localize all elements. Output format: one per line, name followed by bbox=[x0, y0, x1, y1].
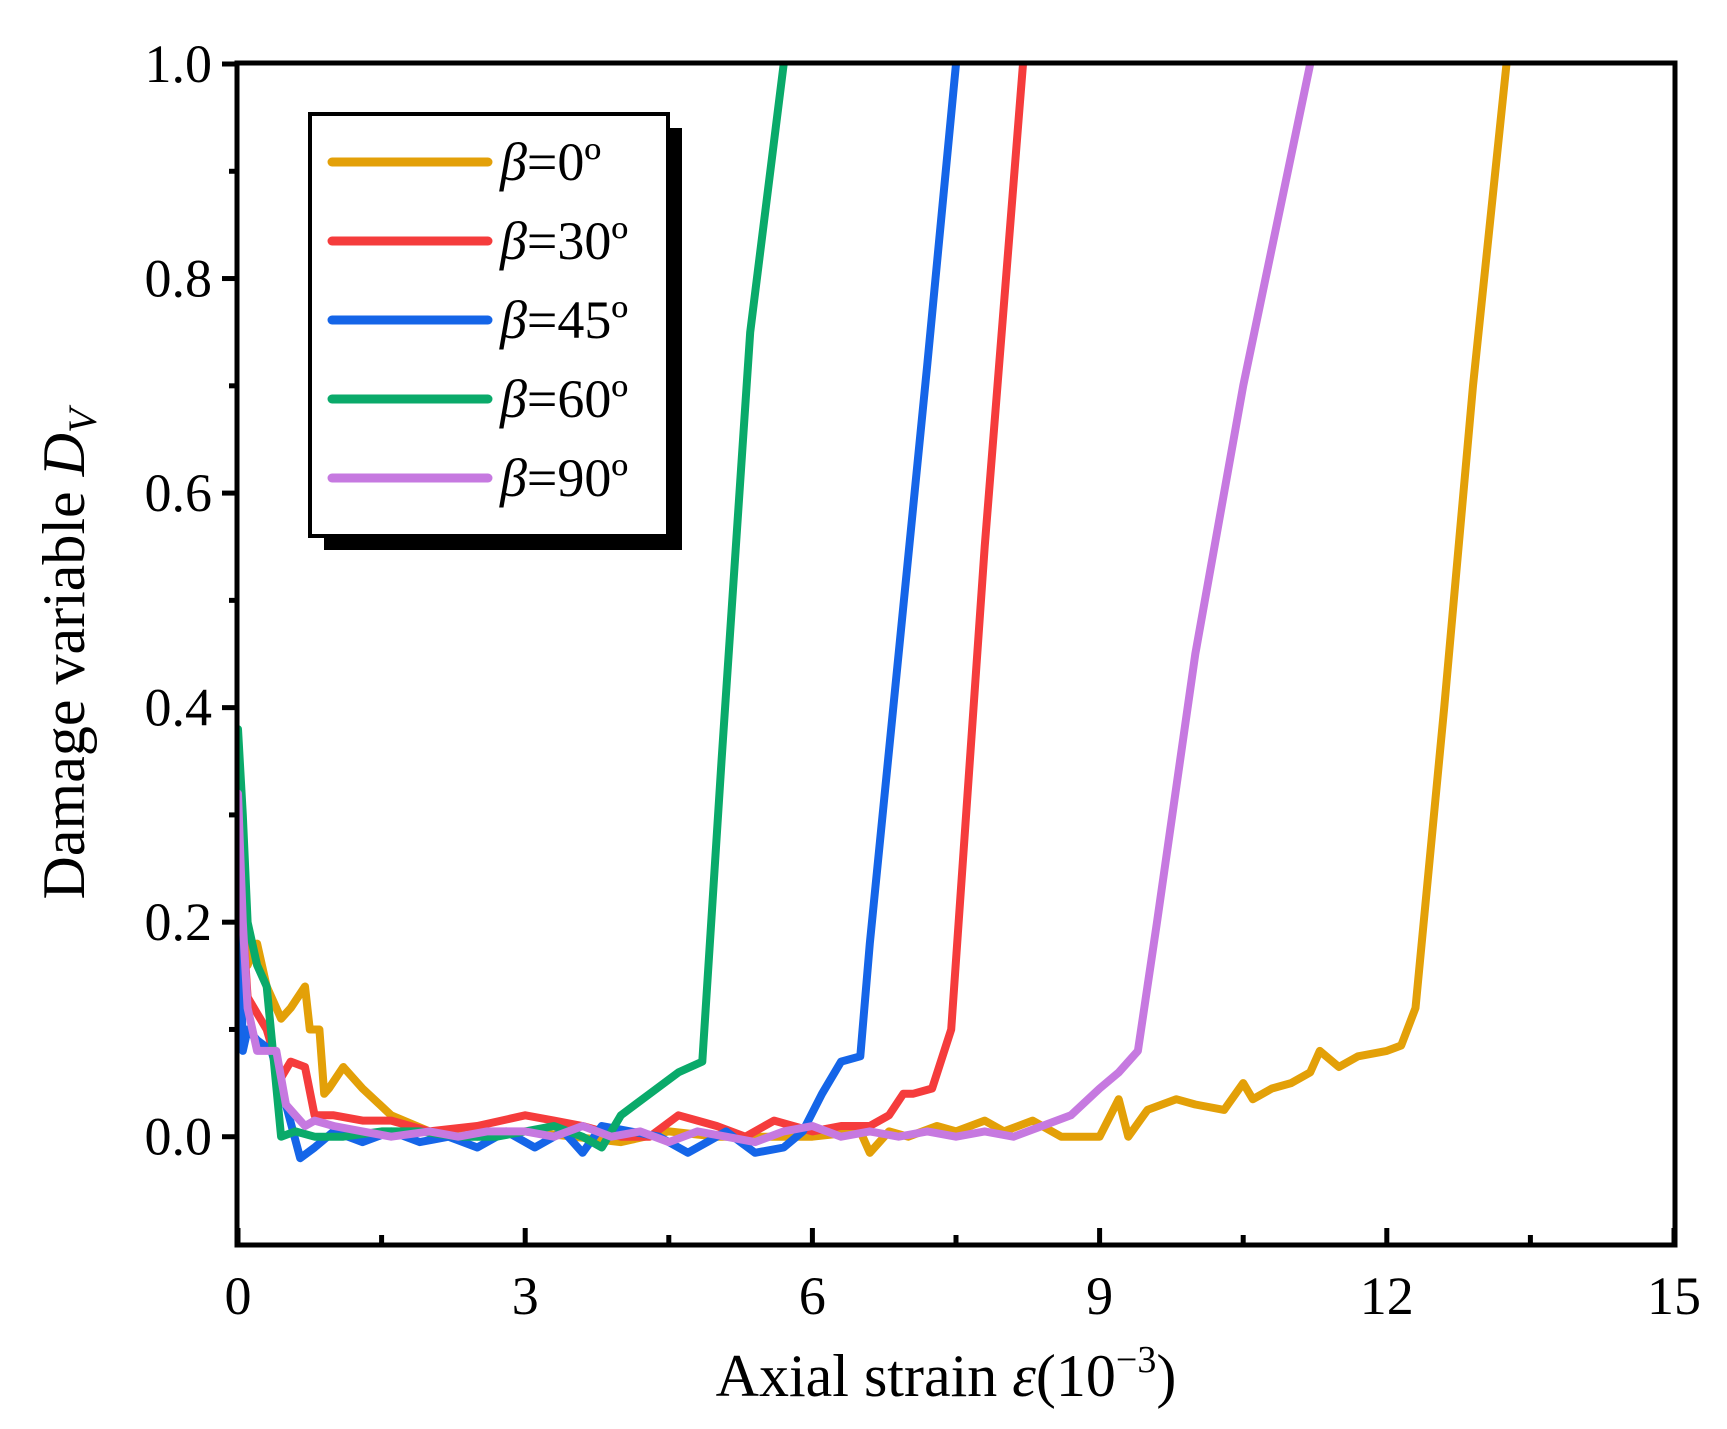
legend-value: =45º bbox=[527, 290, 628, 350]
y-tick-label: 0.4 bbox=[145, 678, 213, 738]
x-tick-label: 15 bbox=[1647, 1266, 1701, 1326]
x-tick-label: 0 bbox=[225, 1266, 252, 1326]
y-axis-title-prefix: Damage variable bbox=[31, 476, 97, 899]
legend-label-3: β=60º bbox=[499, 369, 628, 429]
legend-box bbox=[308, 112, 670, 538]
x-tick-label: 3 bbox=[512, 1266, 539, 1326]
legend-label-2: β=45º bbox=[499, 290, 628, 350]
y-tick-label: 0.8 bbox=[145, 249, 213, 309]
legend-value: =30º bbox=[527, 211, 628, 271]
legend-symbol: β bbox=[499, 211, 527, 271]
legend-value: =60º bbox=[527, 369, 628, 429]
y-tick-label: 0.2 bbox=[145, 892, 213, 952]
legend-label-1: β=30º bbox=[499, 211, 628, 271]
x-axis-title-close: ) bbox=[1156, 1343, 1176, 1409]
series-line-4 bbox=[238, 64, 1315, 1147]
tick-layer: 0 3 6 9 12 15 0.0 0.2 0.4 0.6 0.8 1.0 bbox=[145, 34, 1702, 1326]
legend-value: =90º bbox=[527, 448, 628, 508]
legend-value: =0º bbox=[527, 132, 601, 192]
x-tick-label: 6 bbox=[799, 1266, 826, 1326]
x-tick-label: 9 bbox=[1086, 1266, 1113, 1326]
x-axis-title-prefix: Axial strain bbox=[716, 1343, 1013, 1409]
legend-label-4: β=90º bbox=[499, 448, 628, 508]
plot-frame bbox=[234, 60, 1678, 1248]
y-axis-title-subscript: V bbox=[60, 404, 105, 433]
x-axis-title-unit: (10 bbox=[1036, 1343, 1116, 1409]
legend-symbol: β bbox=[499, 369, 527, 429]
legend-label-0: β=0º bbox=[499, 132, 601, 192]
x-tick-label: 12 bbox=[1360, 1266, 1414, 1326]
series-layer bbox=[238, 64, 1511, 1163]
y-axis-title: Damage variable DV bbox=[31, 404, 105, 899]
y-tick-label: 0.6 bbox=[145, 463, 213, 523]
legend-symbol: β bbox=[499, 132, 527, 192]
x-axis-title-symbol: ε bbox=[1012, 1343, 1036, 1409]
legend-symbol: β bbox=[499, 448, 527, 508]
x-axis-title: Axial strain ε(10−3) bbox=[716, 1339, 1177, 1409]
y-tick-label: 0.0 bbox=[145, 1107, 213, 1167]
y-axis-title-symbol: D bbox=[31, 433, 97, 477]
y-tick-label: 1.0 bbox=[145, 34, 213, 94]
legend-symbol: β bbox=[499, 290, 527, 350]
x-axis-title-exponent: −3 bbox=[1116, 1339, 1156, 1381]
